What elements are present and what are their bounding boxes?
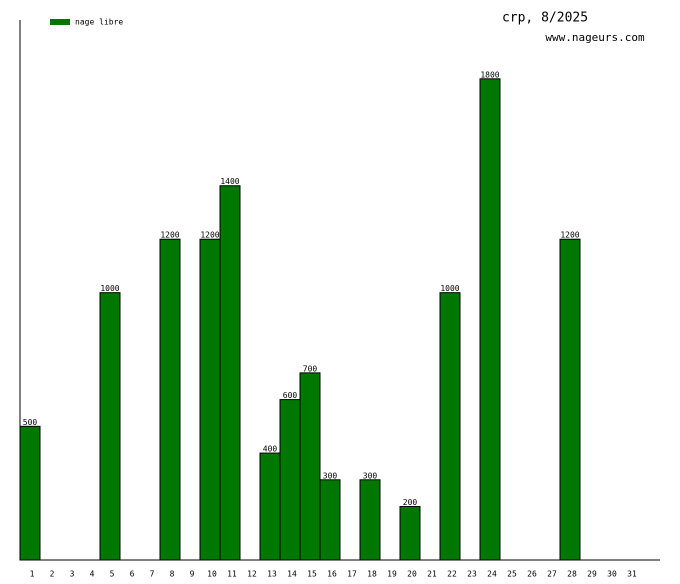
x-tick-label: 7 [150,570,155,579]
x-tick-label: 15 [307,570,317,579]
x-tick-label: 29 [587,570,597,579]
value-label: 1400 [220,177,239,186]
bar [319,479,341,561]
x-tick-label: 26 [527,570,537,579]
bar [19,425,41,561]
x-tick-label: 5 [110,570,115,579]
legend-swatch [50,19,70,25]
value-label: 600 [283,391,298,400]
x-tick-label: 16 [327,570,337,579]
legend-label: nage libre [75,18,123,27]
bar [219,185,241,561]
value-label: 1200 [560,231,579,240]
x-tick-label: 17 [347,570,357,579]
chart-subtitle: www.nageurs.com [545,31,645,44]
x-tick-label: 27 [547,570,557,579]
value-label: 1000 [440,284,459,293]
x-tick-label: 19 [387,570,397,579]
x-tick-label: 12 [247,570,257,579]
x-tick-label: 22 [447,570,457,579]
value-label: 200 [403,498,418,507]
x-tick-label: 14 [287,570,297,579]
x-tick-label: 4 [90,570,95,579]
value-label: 300 [363,471,378,480]
bar [479,78,501,561]
x-tick-label: 2 [50,570,55,579]
bar [439,292,461,561]
x-tick-label: 18 [367,570,377,579]
bar [99,292,121,561]
x-tick-label: 24 [487,570,497,579]
bar [359,479,381,561]
x-tick-label: 6 [130,570,135,579]
value-label: 700 [303,364,318,373]
value-label: 300 [323,471,338,480]
x-tick-label: 30 [607,570,617,579]
x-tick-label: 10 [207,570,217,579]
value-label: 1200 [200,231,219,240]
x-tick-label: 21 [427,570,437,579]
x-tick-label: 25 [507,570,517,579]
x-tick-label: 28 [567,570,577,579]
bar [559,238,581,561]
x-tick-label: 1 [30,570,35,579]
value-label: 500 [23,418,38,427]
value-label: 400 [263,445,278,454]
x-tick-label: 13 [267,570,277,579]
bar [399,506,421,561]
value-label: 1200 [160,231,179,240]
x-tick-label: 11 [227,570,237,579]
bar [299,372,321,561]
x-tick-label: 20 [407,570,417,579]
x-tick-label: 31 [627,570,637,579]
x-tick-label: 9 [190,570,195,579]
chart-title: crp, 8/2025 [502,11,588,26]
x-tick-label: 23 [467,570,477,579]
bar [279,399,301,561]
x-tick-label: 3 [70,570,75,579]
bar [259,452,281,561]
x-tick-label: 8 [170,570,175,579]
value-label: 1000 [100,284,119,293]
bar [199,238,221,561]
bar [159,238,181,561]
value-label: 1800 [480,70,499,79]
